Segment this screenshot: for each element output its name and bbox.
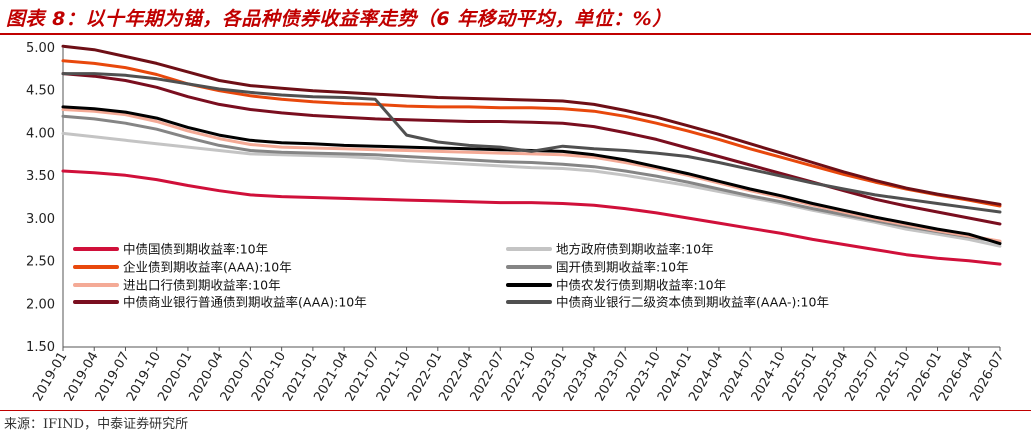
legend-label-0: 中债国债到期收益率:10年	[123, 242, 268, 257]
y-tick-label: 4.50	[26, 84, 55, 99]
series-line-0	[61, 169, 1002, 266]
legend-label-5: 中债农发行债到期收益率:10年	[556, 278, 726, 293]
series-line-7	[61, 72, 1002, 214]
legend-label-2: 企业债到期收益率(AAA):10年	[123, 260, 292, 275]
series-line-1	[61, 131, 1002, 248]
legend-label-4: 进出口行债到期收益率:10年	[123, 278, 281, 293]
legend-label-3: 国开债到期收益率:10年	[556, 260, 689, 275]
series-line-4	[61, 108, 1002, 243]
source-note: 来源：IFIND，中泰证券研究所	[4, 417, 189, 432]
y-tick-label: 3.50	[26, 169, 55, 184]
chart-title: 图表 8：以十年期为锚，各品种债券收益率走势（6 年移动平均，单位：%）	[6, 8, 672, 30]
legend-label-7: 中债商业银行二级资本债到期收益率(AAA-):10年	[556, 295, 829, 310]
y-tick-label: 2.00	[26, 297, 55, 312]
line-chart: 5.004.504.003.503.002.502.001.502019-012…	[26, 41, 1007, 404]
legend-label-6: 中债商业银行普通债到期收益率(AAA):10年	[123, 295, 367, 310]
series-line-6	[61, 72, 1002, 226]
y-tick-label: 4.00	[26, 126, 55, 141]
y-tick-label: 1.50	[26, 340, 55, 355]
source-divider	[0, 410, 1031, 411]
legend-label-1: 地方政府债到期收益率:10年	[556, 242, 714, 257]
series-line-8	[61, 44, 1002, 206]
series-line-2	[61, 59, 1002, 208]
y-tick-label: 2.50	[26, 255, 55, 270]
series-line-3	[61, 114, 1002, 244]
y-tick-label: 5.00	[26, 41, 55, 56]
title-divider	[0, 33, 1031, 35]
y-tick-label: 3.00	[26, 212, 55, 227]
